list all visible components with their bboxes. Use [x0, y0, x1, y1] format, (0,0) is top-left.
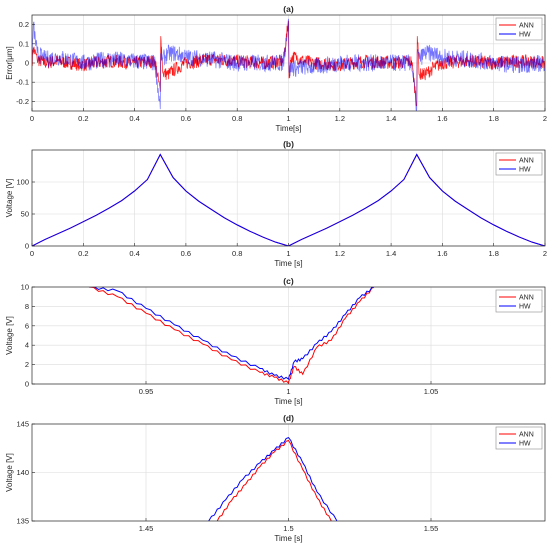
- y-tick-label: 140: [16, 468, 29, 477]
- legend-label-hw: HW: [519, 304, 531, 311]
- legend-label-ann: ANN: [519, 295, 534, 302]
- y-tick-label: 8: [25, 302, 29, 311]
- y-tick-label: 2: [25, 360, 29, 369]
- x-tick-label: 1.8: [488, 249, 498, 258]
- panel-c: 0.95 1 1.05 0 2 4 6 8 10 (c) Time [s] Voltage [V] AN…: [5, 276, 546, 406]
- x-tick-label: 0: [30, 114, 34, 123]
- panel-title: (a): [283, 4, 294, 14]
- panel-title: (d): [283, 413, 294, 423]
- x-tick-label: 1: [286, 249, 290, 258]
- x-tick-label: 1.5: [283, 524, 293, 533]
- x-tick-label: 0.2: [78, 249, 88, 258]
- y-axis-label: Error[μm]: [5, 46, 14, 80]
- y-tick-label: 0.2: [19, 20, 29, 29]
- axes-frame: [31, 149, 546, 247]
- x-tick-label: 1.4: [386, 249, 396, 258]
- x-tick-label: 1.6: [437, 249, 447, 258]
- x-tick-label: 1.8: [488, 114, 498, 123]
- x-tick-label: 0: [30, 249, 34, 258]
- y-tick-label: 135: [16, 517, 29, 526]
- y-tick-label: 6: [25, 321, 29, 330]
- series-line-ann: [88, 287, 375, 384]
- legend-label-ann: ANN: [519, 158, 534, 165]
- legend-label-ann: ANN: [519, 23, 534, 30]
- x-tick-label: 2: [543, 249, 547, 258]
- y-tick-label: 4: [25, 341, 29, 350]
- series-line-hw: [89, 287, 375, 381]
- x-tick-label: 1.2: [335, 114, 345, 123]
- x-axis-label: Time [s]: [274, 259, 302, 268]
- legend-label-hw: HW: [519, 441, 531, 448]
- y-axis-label: Voltage [V]: [5, 453, 14, 492]
- x-tick-label: 1.2: [335, 249, 345, 258]
- panel-b: 0 0.2 0.4 0.6 0.8 1 1.2 1.4 1.6 1.8 2 0 50 100 (b) Time…: [5, 139, 547, 268]
- axes-frame: [31, 14, 546, 112]
- legend: ANN HW: [495, 426, 543, 450]
- panel-title: (b): [283, 139, 294, 149]
- x-tick-label: 2: [543, 114, 547, 123]
- y-tick-label: 100: [16, 178, 29, 187]
- axes-frame: [31, 286, 546, 385]
- axes-frame: [31, 423, 546, 522]
- x-tick-label: 1: [286, 387, 290, 396]
- x-tick-label: 0.4: [129, 114, 139, 123]
- y-tick-label: 0: [25, 59, 29, 68]
- x-tick-label: 0.8: [232, 114, 242, 123]
- series-line-ann: [216, 439, 332, 521]
- x-axis-label: Time [s]: [274, 534, 302, 543]
- legend: ANN HW: [495, 17, 543, 41]
- x-tick-label: 0.4: [129, 249, 139, 258]
- y-tick-label: 145: [16, 420, 29, 429]
- legend: ANN HW: [495, 289, 543, 313]
- x-tick-label: 0.2: [78, 114, 88, 123]
- x-tick-label: 1.45: [139, 524, 154, 533]
- y-tick-label: -0.1: [16, 78, 29, 87]
- x-tick-label: 0.8: [232, 249, 242, 258]
- x-tick-label: 0.95: [139, 387, 154, 396]
- y-tick-label: 0: [25, 242, 29, 251]
- series-line-hw: [32, 18, 545, 111]
- panel-d: 1.45 1.5 1.55 135 140 145 (d) Time [s] Voltage […: [5, 413, 546, 543]
- y-tick-label: 10: [21, 283, 29, 292]
- legend-label-hw: HW: [519, 167, 531, 174]
- series-line-hw: [208, 436, 338, 521]
- y-axis-label: Voltage [V]: [5, 179, 14, 218]
- x-axis-label: Time [s]: [274, 397, 302, 406]
- legend-label-hw: HW: [519, 32, 531, 39]
- panel-title: (c): [283, 276, 294, 286]
- x-tick-label: 1.4: [386, 114, 396, 123]
- legend: ANN HW: [495, 152, 543, 176]
- y-tick-label: -0.2: [16, 97, 29, 106]
- y-tick-label: 0: [25, 380, 29, 389]
- y-axis-label: Voltage [V]: [5, 316, 14, 355]
- x-tick-label: 1.6: [437, 114, 447, 123]
- y-tick-label: 50: [21, 210, 29, 219]
- series-line-hw: [32, 153, 545, 246]
- x-tick-label: 1: [286, 114, 290, 123]
- x-axis-label: Time[s]: [276, 124, 302, 133]
- x-tick-label: 1.05: [424, 387, 439, 396]
- x-tick-label: 0.6: [181, 114, 191, 123]
- panel-a: 0 0.2 0.4 0.6 0.8 1 1.2 1.4 1.6 1.8 2 -0.2 -0.1 0 0.1 0…: [5, 4, 547, 133]
- x-tick-label: 0.6: [181, 249, 191, 258]
- x-tick-label: 1.55: [424, 524, 439, 533]
- y-tick-label: 0.1: [19, 39, 29, 48]
- legend-label-ann: ANN: [519, 432, 534, 439]
